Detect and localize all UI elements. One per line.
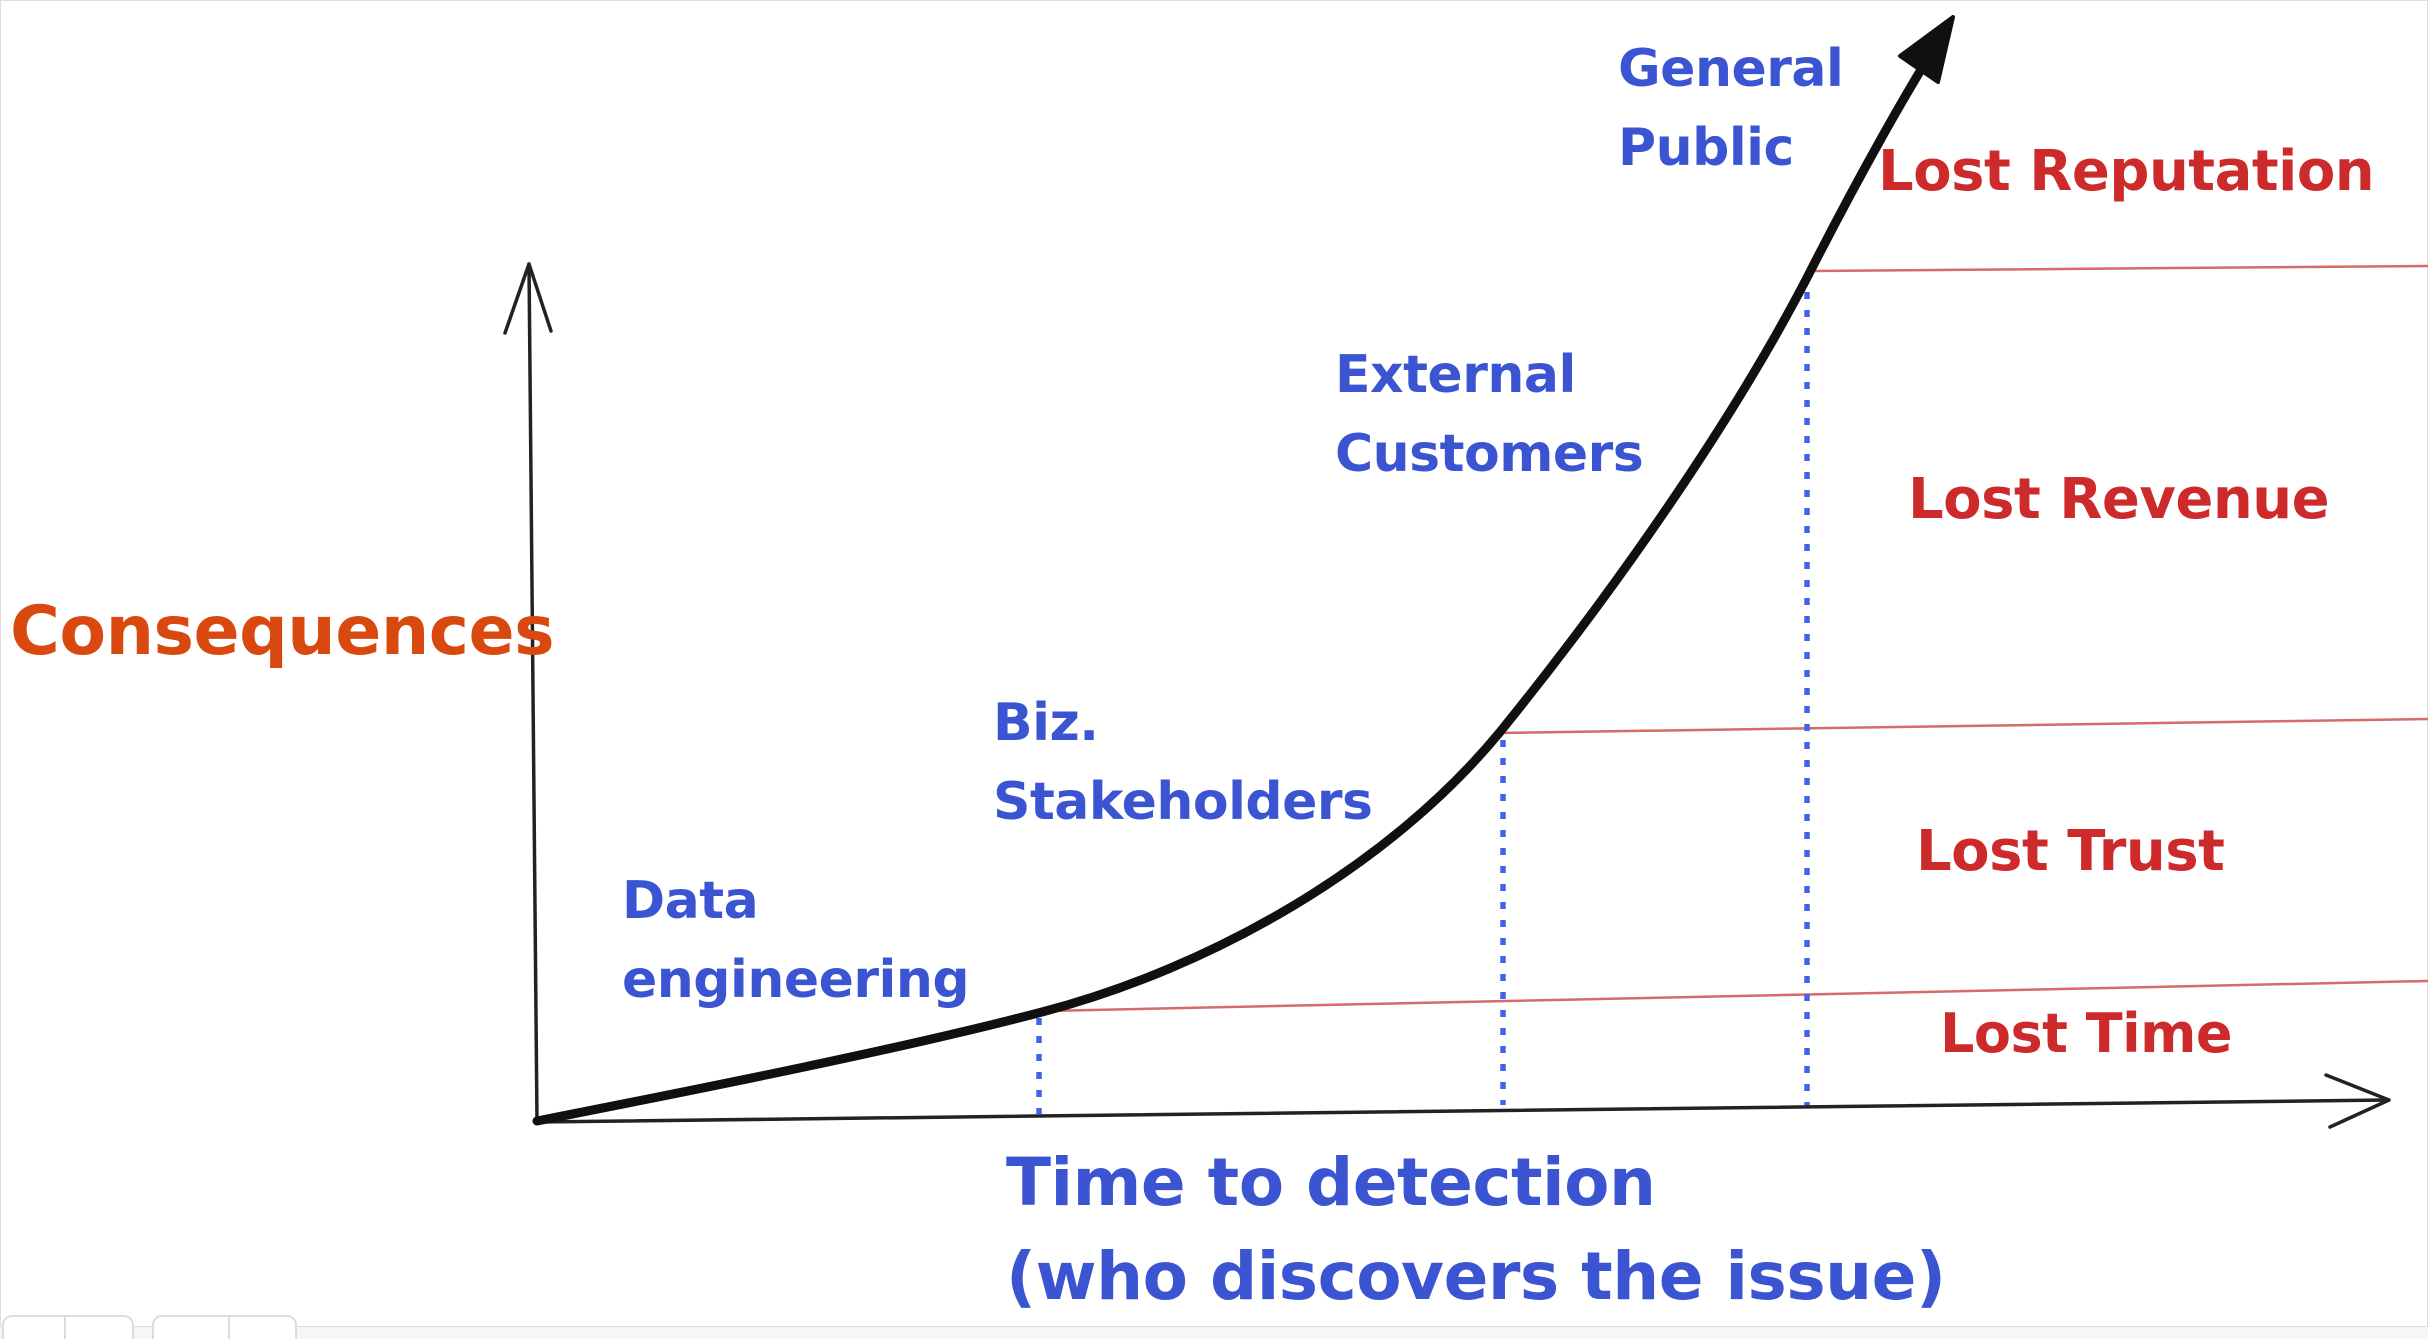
y-axis [527, 262, 539, 1124]
curve-label-line: Data [622, 871, 759, 931]
curve-label-data-engineering: Data engineering [622, 862, 970, 1020]
consequence-curve [532, 23, 1952, 1126]
x-axis-arrowhead-icon [2324, 1073, 2391, 1129]
red-line-lost-trust-boundary [1497, 717, 2428, 735]
x-axis-label-line2: (who discovers the issue) [1006, 1238, 1946, 1315]
curve-label-external-customers: External Customers [1335, 336, 1644, 494]
curve-label-line: engineering [622, 950, 970, 1010]
red-line-lost-time-boundary [1045, 979, 2428, 1013]
curve-arrowhead-icon [1898, 15, 1955, 84]
zone-label-lost-time: Lost Time [1940, 1002, 2233, 1065]
curve-label-line: Stakeholders [993, 772, 1373, 832]
zone-label-lost-reputation: Lost Reputation [1878, 139, 2375, 204]
bottom-edge-strip [0, 1326, 2428, 1339]
x-axis [535, 1098, 2389, 1124]
y-axis-arrowhead-icon [503, 262, 553, 335]
zone-label-lost-trust: Lost Trust [1916, 819, 2225, 884]
red-line-lost-reputation-boundary [1811, 264, 2428, 273]
curve-label-biz-stakeholders: Biz. Stakeholders [993, 684, 1373, 842]
curve-label-line: Customers [1335, 424, 1644, 484]
curve-label-line: Public [1618, 118, 1794, 178]
curve-label-line: Biz. [993, 693, 1099, 753]
control-divider [64, 1317, 66, 1339]
curve-label-line: External [1335, 345, 1576, 405]
y-axis-label: Consequences [10, 592, 555, 671]
zoom-control-group[interactable] [2, 1315, 134, 1339]
control-divider [228, 1317, 230, 1339]
undo-redo-control-group[interactable] [152, 1315, 297, 1339]
curve-label-line: General [1618, 39, 1844, 99]
x-axis-label: Time to detection (who discovers the iss… [1006, 1136, 1946, 1324]
curve-label-general-public: General Public [1618, 30, 1844, 188]
zone-label-lost-revenue: Lost Revenue [1908, 467, 2330, 532]
x-axis-label-line1: Time to detection [1006, 1144, 1656, 1221]
